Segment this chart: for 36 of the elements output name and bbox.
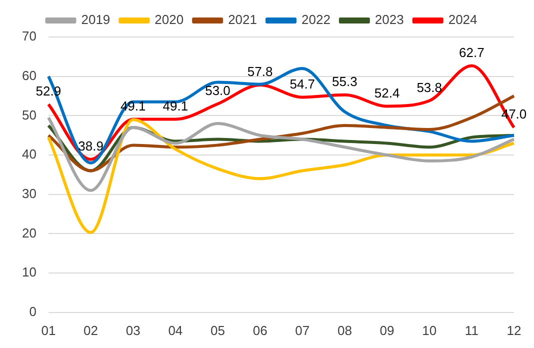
x-tick-label: 05 xyxy=(210,322,225,338)
x-tick-label: 02 xyxy=(84,322,98,338)
x-tick-label: 04 xyxy=(168,322,183,338)
x-tick-label: 11 xyxy=(464,322,478,338)
x-tick-label: 08 xyxy=(337,322,352,338)
legend-label: 2022 xyxy=(302,12,330,28)
x-tick-label: 06 xyxy=(252,322,268,338)
y-tick-label: 20 xyxy=(22,225,36,240)
data-label: 49.1 xyxy=(162,98,188,114)
x-tick-label: 07 xyxy=(295,322,310,338)
legend-label: 2019 xyxy=(81,12,110,28)
data-label: 38.9 xyxy=(78,138,104,154)
y-tick-label: 60 xyxy=(22,68,36,83)
x-tick-label: 03 xyxy=(126,322,140,338)
legend-label: 2020 xyxy=(154,12,184,28)
y-tick-label: 30 xyxy=(22,186,36,201)
legend-label: 2024 xyxy=(448,12,478,28)
data-label: 52.4 xyxy=(374,85,400,100)
data-label: 54.7 xyxy=(290,76,316,92)
data-label: 53.8 xyxy=(416,80,442,95)
x-tick-label: 09 xyxy=(380,322,394,338)
x-tick-label: 12 xyxy=(506,322,522,338)
y-tick-label: 40 xyxy=(22,146,36,162)
legend-label: 2021 xyxy=(228,12,257,28)
y-tick-label: 10 xyxy=(22,264,36,280)
y-tick-label: 0 xyxy=(29,304,36,319)
y-tick-label: 70 xyxy=(22,28,36,44)
data-label: 53.0 xyxy=(205,82,230,98)
y-tick-label: 50 xyxy=(22,107,36,122)
x-tick-label: 10 xyxy=(422,322,437,338)
data-label: 57.8 xyxy=(247,64,273,80)
legend-label: 2023 xyxy=(374,12,404,28)
line-series xyxy=(46,118,516,234)
data-label: 55.3 xyxy=(332,74,358,89)
data-label: 62.7 xyxy=(459,44,484,60)
x-tick-label: 01 xyxy=(41,322,56,338)
